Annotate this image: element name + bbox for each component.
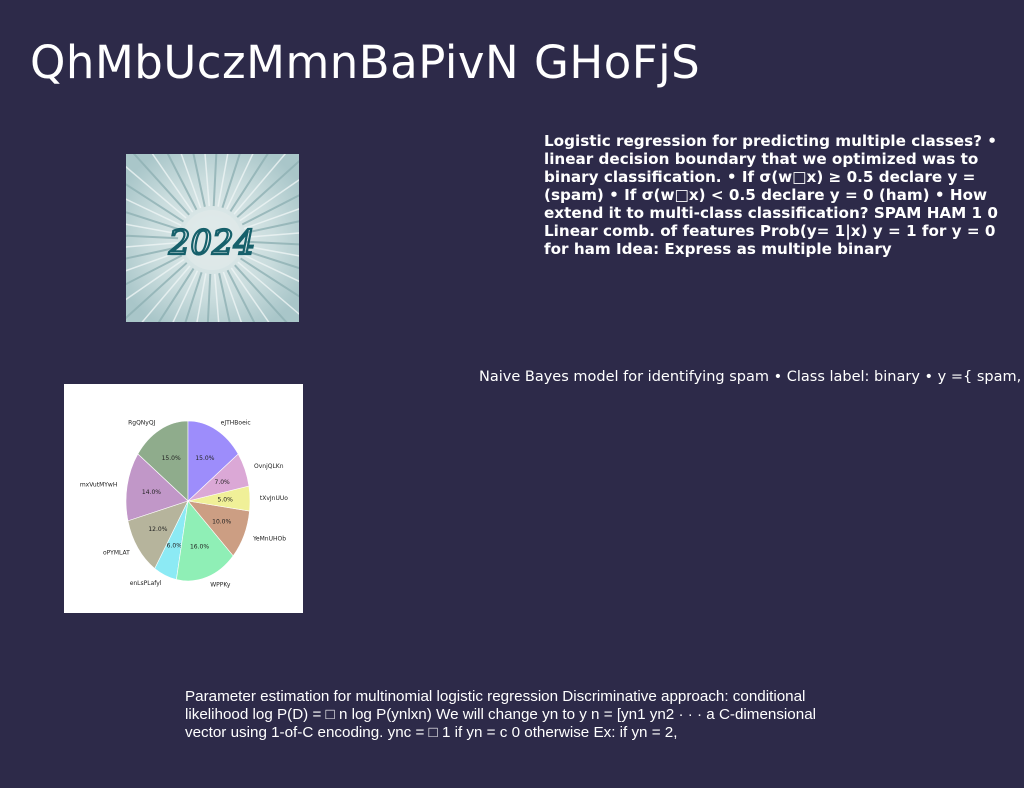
- pie-category-label: mxVutMYwH: [80, 482, 118, 489]
- pie-category-label: WPPKy: [210, 582, 231, 589]
- photo-2024-text: 2024: [168, 223, 256, 263]
- pie-category-label: tXvJnUUo: [260, 495, 288, 502]
- pie-pct-label: 12.0%: [148, 526, 167, 533]
- pie-pct-label: 10.0%: [212, 518, 231, 525]
- photo-2024: 2024: [126, 154, 299, 322]
- pie-pct-label: 14.0%: [142, 489, 161, 496]
- pie-slice-WPPKy: [176, 500, 234, 582]
- pie-slice-mxVutMYwH: [125, 453, 189, 522]
- pie-pct-label: 5.0%: [218, 496, 234, 503]
- pie-pct-label: 15.0%: [162, 455, 181, 462]
- pie-category-label: enLsPLafyl: [130, 580, 162, 587]
- naive-bayes-text: Naive Bayes model for identifying spam •…: [479, 369, 1022, 385]
- starburst-2024-image: 2024: [126, 154, 299, 322]
- slide-title: QhMbUczMmnBaPivN GHoFjS: [30, 36, 701, 89]
- pie-category-label: RgQNyQJ: [128, 420, 155, 427]
- pie-slice-oPYMLAT: [127, 500, 189, 570]
- pie-pct-label: 16.0%: [190, 544, 209, 551]
- pie-pct-label: 6.0%: [167, 543, 183, 550]
- pie-chart: 15.0% RgQNyQJ 14.0% mxVutMYwH 12.0% oPYMLAT 6.…: [80, 420, 288, 589]
- pie-category-label: oPYMLAT: [103, 550, 130, 557]
- logistic-regression-text: Logistic regression for predicting multi…: [544, 132, 998, 258]
- pie-category-label: eJTHBoeic: [221, 420, 251, 427]
- parameter-estimation-text: Parameter estimation for multinomial log…: [185, 688, 817, 741]
- pie-slice-eJTHBoeic: [187, 420, 239, 502]
- pie-chart-panel: 15.0% RgQNyQJ 14.0% mxVutMYwH 12.0% oPYMLAT 6.…: [64, 384, 303, 613]
- pie-category-label: YeMnUHOb: [252, 535, 286, 542]
- pie-category-label: OvnjQLKn: [254, 463, 284, 470]
- pie-slice-RgQNyQJ: [137, 420, 189, 502]
- pie-pct-label: 15.0%: [195, 455, 214, 462]
- pie-pct-label: 7.0%: [215, 479, 231, 486]
